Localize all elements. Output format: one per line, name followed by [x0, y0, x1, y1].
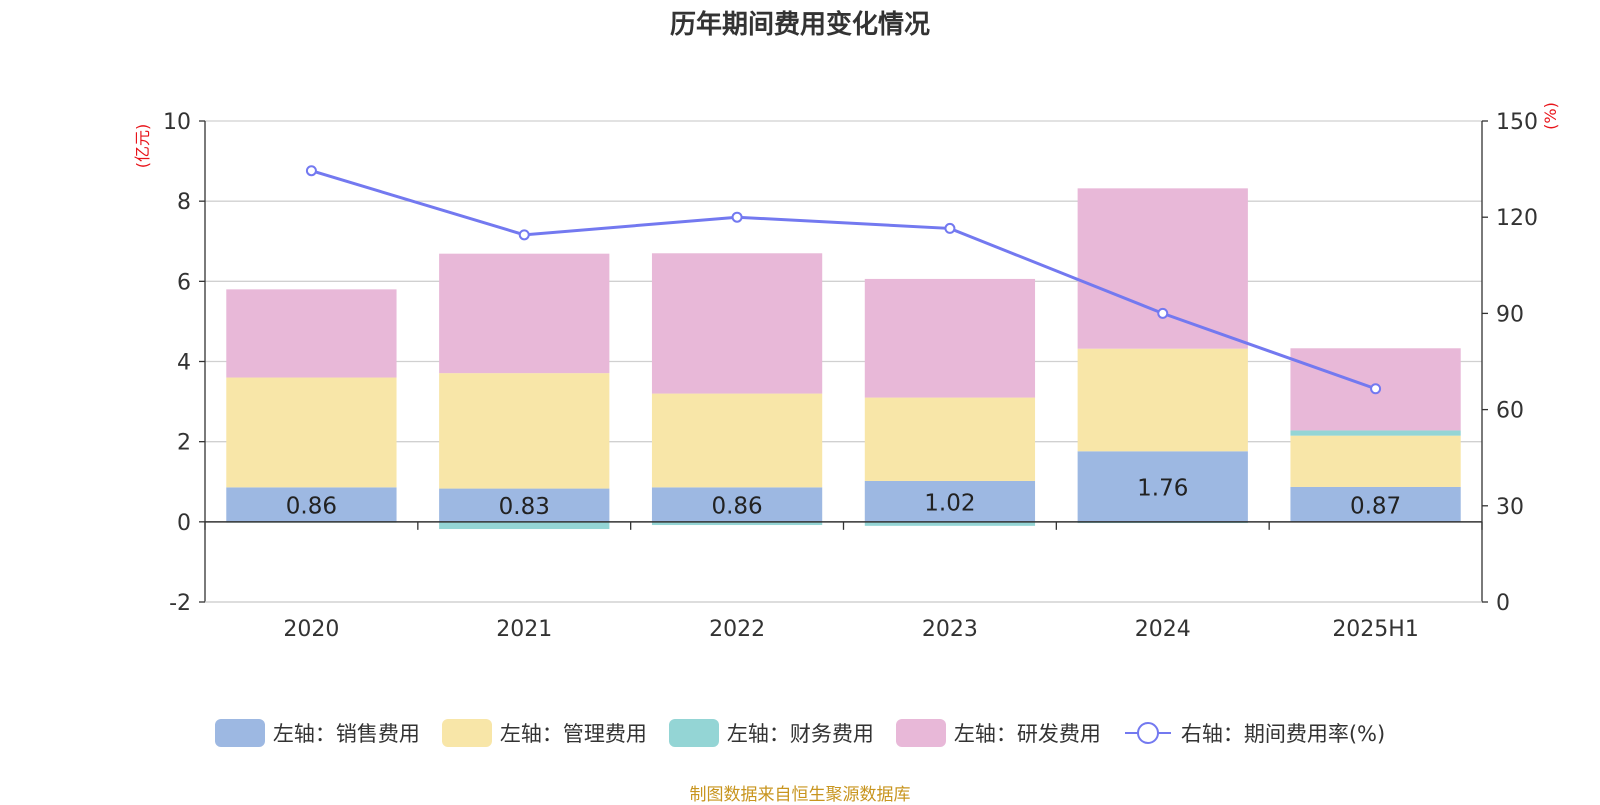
right-axis-unit: (%): [1541, 102, 1560, 130]
legend-line-circle: [1136, 722, 1159, 744]
legend-item[interactable]: 左轴：研发费用: [895, 718, 1101, 748]
rate-point: [1370, 383, 1382, 395]
bar-2-2025H1: [1290, 435, 1461, 487]
legend-label: 左轴：财务费用: [726, 722, 874, 746]
right-tick-label: 60: [1496, 399, 1524, 424]
left-tick-label: 6: [177, 270, 191, 295]
legend-label: 左轴：研发费用: [953, 722, 1101, 746]
rate-line: [305, 165, 1382, 395]
rate-point: [1157, 307, 1169, 319]
bar-2-2020: [226, 377, 397, 488]
bar-1-2024: [1077, 451, 1248, 522]
right-tick-label: 120: [1496, 206, 1538, 231]
x-tick-label: 2024: [1135, 617, 1191, 642]
data-label: 0.87: [1350, 493, 1401, 519]
axes: -2 0 2 4 6 8 10 0 30 60 90 120 150 2020 2021 2022 2023 20…: [163, 110, 1538, 642]
legend-item[interactable]: 左轴：销售费用: [214, 718, 420, 748]
bar-3-2023: [864, 521, 1036, 526]
data-labels: 0.86 0.83 0.86 1.02 1.76 0.87: [286, 476, 1401, 521]
bar-2-2023: [864, 397, 1036, 481]
chart-plot: -2 0 2 4 6 8 10 0 30 60 90 120 150 2020 2021 2022 2023 20…: [133, 102, 1560, 642]
rate-point: [518, 229, 530, 241]
data-label: 0.83: [499, 494, 550, 520]
legend-swatch: [214, 719, 265, 747]
bar-1-2025H1: [1290, 486, 1461, 522]
x-tick-label: 2021: [496, 617, 552, 642]
right-tick-label: 30: [1496, 495, 1524, 520]
bar-4-2022: [651, 253, 823, 394]
bar-3-2025H1: [1290, 430, 1461, 436]
bar-4-2020: [226, 289, 397, 378]
x-tick-label: 2023: [922, 617, 978, 642]
legend-swatch: [895, 719, 946, 747]
x-tick-label: 2020: [283, 617, 339, 642]
bar-2-2022: [651, 393, 823, 488]
legend-swatch: [441, 719, 492, 747]
right-tick-label: 0: [1496, 591, 1510, 616]
bar-3-2022: [651, 521, 823, 526]
bars: [226, 188, 1461, 530]
bar-4-2024: [1077, 188, 1248, 349]
bar-2-2021: [439, 373, 610, 489]
right-tick-label: 150: [1496, 110, 1538, 135]
bar-3-2021: [439, 521, 610, 530]
legend-label: 左轴：销售费用: [272, 722, 420, 746]
bar-1-2022: [651, 487, 823, 522]
left-tick-label: 2: [177, 431, 191, 456]
rate-point: [731, 211, 743, 223]
left-tick-label: -2: [169, 591, 191, 616]
x-tick-label: 2025H1: [1332, 617, 1419, 642]
right-tick-label: 90: [1496, 302, 1524, 327]
bar-4-2021: [439, 253, 610, 374]
legend-swatch: [668, 719, 719, 747]
chart-title: 历年期间费用变化情况: [669, 10, 930, 40]
left-tick-label: 0: [177, 511, 191, 536]
legend-item[interactable]: 左轴：管理费用: [441, 718, 647, 748]
legend-item[interactable]: 右轴：期间费用率(%): [1123, 718, 1385, 748]
source-note: 制图数据来自恒生聚源数据库: [689, 785, 911, 805]
data-label: 0.86: [711, 494, 762, 520]
bar-2-2024: [1077, 348, 1248, 452]
left-axis-unit: (亿元): [133, 124, 152, 169]
x-tick-label: 2022: [709, 617, 765, 642]
legend-label: 左轴：管理费用: [499, 722, 647, 746]
bar-1-2021: [439, 488, 610, 522]
data-label: 1.02: [924, 490, 975, 516]
rate-point: [305, 165, 317, 177]
legend-label: 右轴：期间费用率(%): [1180, 722, 1386, 746]
bar-1-2020: [226, 487, 397, 522]
data-label: 1.76: [1137, 476, 1188, 502]
left-tick-label: 8: [177, 190, 191, 215]
rate-line-path: [310, 169, 1377, 391]
bar-4-2023: [864, 278, 1036, 398]
legend-item[interactable]: 左轴：财务费用: [668, 718, 874, 748]
left-tick-label: 4: [177, 351, 191, 376]
legend-line-marker-icon: [1124, 722, 1171, 744]
data-label: 0.86: [286, 494, 337, 520]
legend: 左轴：销售费用 左轴：管理费用 左轴：财务费用 左轴：研发费用 右轴：期间费用率(%): [0, 718, 1600, 748]
bar-1-2023: [864, 480, 1036, 522]
left-tick-label: 10: [163, 110, 191, 135]
rate-point: [944, 222, 956, 234]
